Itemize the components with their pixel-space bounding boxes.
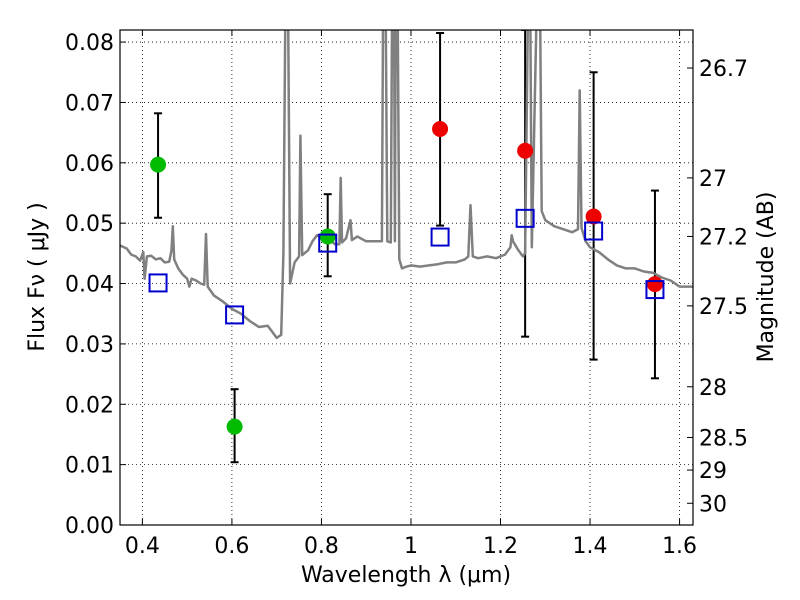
- right-tick-label: 27.5: [699, 295, 748, 320]
- data-point: [646, 276, 663, 293]
- right-tick-label: 30: [699, 492, 727, 517]
- data-point: [226, 418, 243, 435]
- axes: 0.4 0.6 0.8 1 1.2 1.4 1.6 0.00 0.01 0.02 0.03 0.04 0…: [65, 30, 748, 559]
- model-point-square: [645, 280, 665, 300]
- right-tick-label: 28: [699, 376, 727, 401]
- model-point-square: [148, 273, 168, 293]
- plot-area: [120, 30, 693, 464]
- model-point-square: [318, 233, 338, 253]
- right-tick-label: 28.5: [699, 426, 748, 451]
- y-tick-label: 0.07: [65, 91, 114, 116]
- x-tick-label: 1.6: [662, 534, 697, 559]
- x-tick-label: 0.8: [304, 534, 339, 559]
- y-axis-label: Flux Fν ( μJy ): [25, 202, 50, 351]
- y-tick-label: 0.05: [65, 212, 114, 237]
- plot-frame: [119, 29, 694, 526]
- right-tick-label: 29: [699, 459, 727, 484]
- y-tick-label: 0.06: [65, 152, 114, 177]
- x-tick-label: 1.4: [573, 534, 608, 559]
- data-point: [150, 156, 167, 173]
- data-point: [517, 142, 534, 159]
- right-tick-label: 27.2: [699, 225, 748, 250]
- y-tick-label: 0.02: [65, 393, 114, 418]
- y-tick-label: 0.08: [65, 31, 114, 56]
- data-point: [319, 228, 336, 245]
- x-tick-label: 0.4: [125, 534, 160, 559]
- right-tick-label: 27: [699, 167, 727, 192]
- model-point-square: [430, 227, 450, 247]
- gridlines: [120, 30, 693, 526]
- x-tick-label: 0.6: [214, 534, 249, 559]
- model-spectrum-line: [120, 30, 693, 340]
- model-point-square: [584, 221, 604, 241]
- y-axis-label-right: Magnitude (AB): [754, 192, 779, 363]
- y-tick-label: 0.01: [65, 454, 114, 479]
- x-tick-label: 1: [404, 534, 418, 559]
- model-point-square: [225, 305, 245, 325]
- x-tick-label: 1.2: [483, 534, 518, 559]
- data-point: [432, 121, 449, 137]
- y-tick-label: 0.04: [65, 273, 114, 298]
- y-tick-label: 0.00: [65, 514, 114, 539]
- data-point: [585, 208, 602, 225]
- y-tick-label: 0.03: [65, 333, 114, 358]
- right-tick-label: 26.7: [699, 57, 748, 82]
- model-point-square: [515, 208, 535, 228]
- x-axis-label: Wavelength λ (μm): [301, 563, 511, 588]
